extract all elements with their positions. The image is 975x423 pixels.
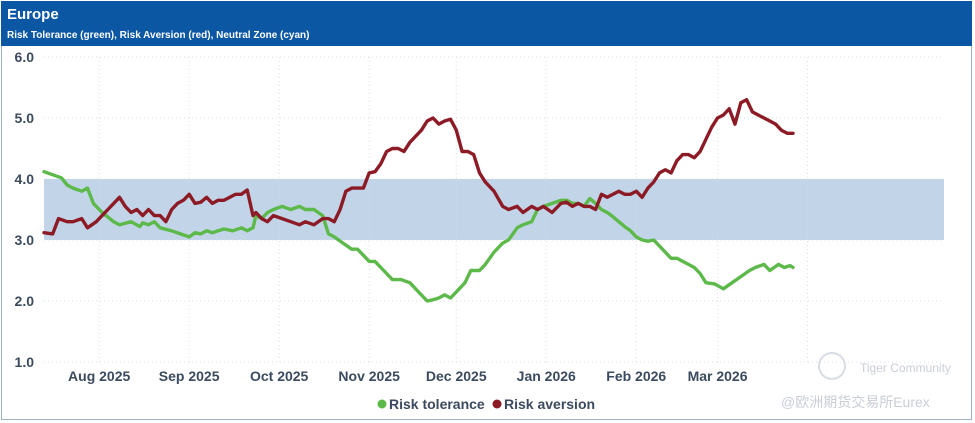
- x-tick-label: Mar 2026: [688, 368, 748, 384]
- chart-header: Europe Risk Tolerance (green), Risk Aver…: [1, 1, 972, 46]
- risk-tolerance-line: [42, 169, 795, 303]
- y-tick-label: 1.0: [15, 354, 35, 370]
- x-tick-label: Oct 2025: [250, 368, 309, 384]
- x-tick-label: Dec 2025: [426, 368, 487, 384]
- x-tick-label: Nov 2025: [338, 368, 400, 384]
- legend-risk-aversion-label: Risk aversion: [504, 396, 595, 412]
- y-tick-label: 2.0: [15, 293, 35, 309]
- x-tick-label: Feb 2026: [606, 368, 666, 384]
- x-tick-label: Sep 2025: [159, 368, 220, 384]
- y-tick-label: 6.0: [15, 49, 35, 65]
- watermark-account: @欧洲期货交易所Eurex: [781, 394, 930, 410]
- legend-risk-tolerance-marker: [377, 399, 387, 409]
- y-tick-label: 5.0: [15, 110, 35, 126]
- risk-aversion-line: [42, 97, 795, 236]
- chart-subtitle: Risk Tolerance (green), Risk Aversion (r…: [7, 30, 310, 41]
- watermark-community: Tiger Community: [860, 361, 951, 375]
- watermark-logo-icon: [818, 352, 846, 380]
- neutral-zone-band: [44, 179, 944, 240]
- x-tick-label: Aug 2025: [68, 368, 130, 384]
- chart-title: Europe: [7, 6, 59, 23]
- legend-risk-tolerance-label: Risk tolerance: [389, 396, 485, 412]
- y-tick-label: 4.0: [15, 171, 35, 187]
- x-tick-label: Jan 2026: [517, 368, 576, 384]
- y-tick-label: 3.0: [15, 232, 35, 248]
- legend-risk-aversion-marker: [492, 399, 502, 409]
